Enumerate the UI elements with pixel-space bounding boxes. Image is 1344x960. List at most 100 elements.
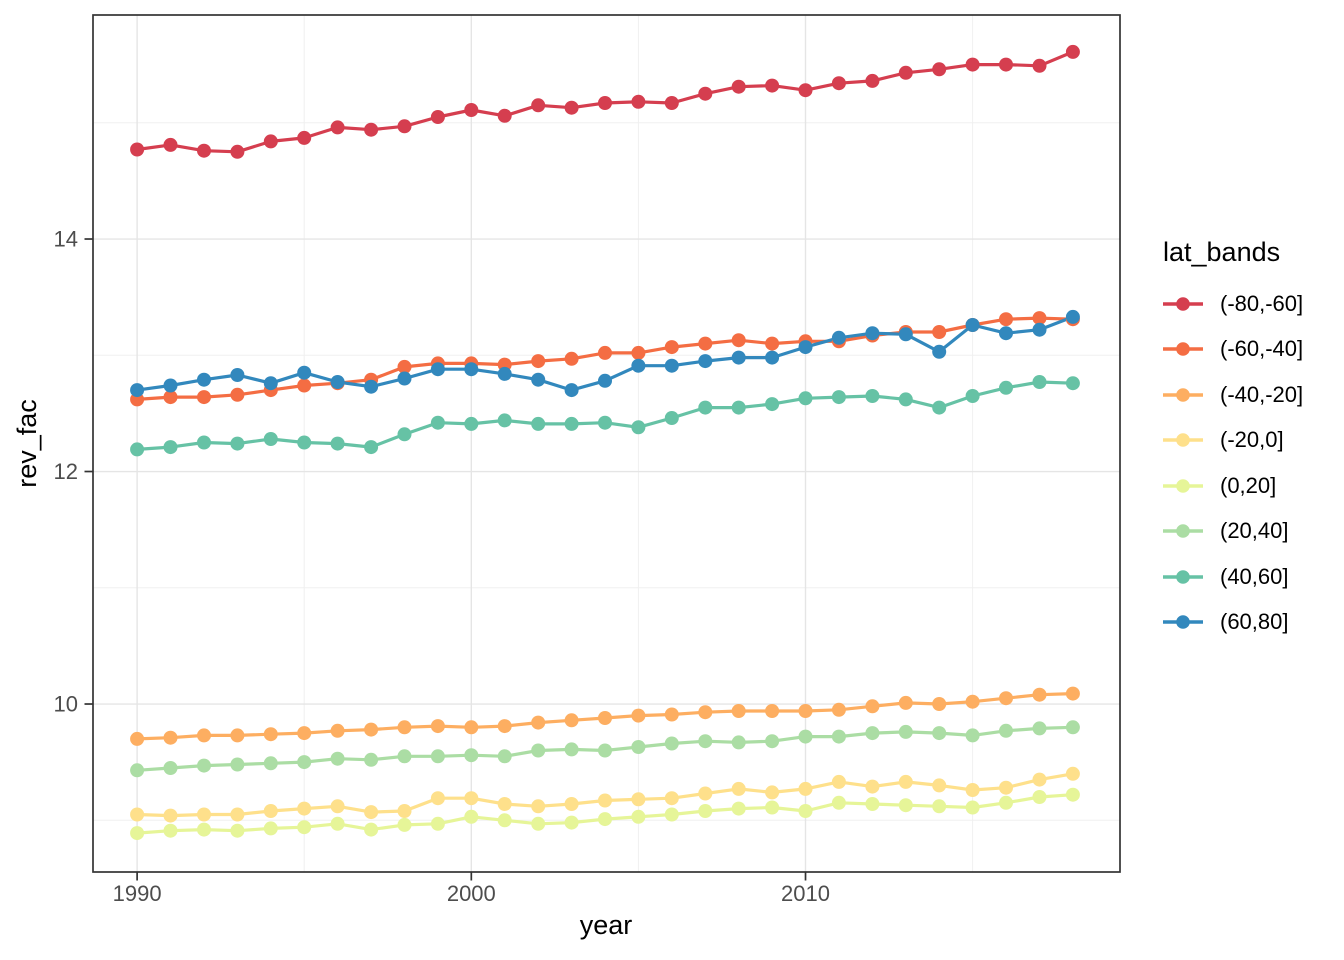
data-point-(60,80]: [731, 350, 746, 365]
data-point-(40,60]: [731, 400, 746, 415]
data-point-(0,20]: [497, 813, 512, 828]
data-point-(-20,0]: [1065, 766, 1080, 781]
data-point-(0,20]: [932, 799, 947, 814]
legend-item-label: (20,40]: [1220, 518, 1289, 544]
data-point-(0,20]: [531, 816, 546, 831]
data-point-(60,80]: [598, 373, 612, 388]
legend-item-label: (0,20]: [1220, 472, 1277, 498]
panel-background: [93, 15, 1120, 872]
data-point-(60,80]: [130, 383, 145, 398]
data-point-(-20,0]: [263, 804, 278, 818]
data-point-(40,60]: [865, 389, 880, 403]
data-point-(40,60]: [163, 440, 178, 455]
data-point-(0,20]: [798, 804, 813, 818]
data-point-(-80,-60]: [598, 96, 612, 110]
data-point-(-80,-60]: [230, 144, 245, 159]
data-point-(60,80]: [564, 383, 579, 398]
data-point-(-60,-40]: [297, 378, 312, 393]
data-point-(40,60]: [464, 416, 479, 431]
data-point-(60,80]: [932, 344, 947, 359]
data-point-(40,60]: [664, 411, 679, 425]
data-point-(-40,-20]: [932, 697, 947, 711]
data-point-(20,40]: [497, 749, 512, 764]
data-point-(40,60]: [999, 380, 1013, 395]
data-point-(20,40]: [130, 763, 145, 778]
legend-title: lat_bands: [1163, 237, 1281, 267]
data-point-(-20,0]: [1032, 772, 1047, 787]
data-point-(-80,-60]: [865, 73, 880, 88]
data-point-(-60,-40]: [698, 336, 713, 351]
data-point-(40,60]: [230, 436, 245, 451]
legend-item: (60,80]: [1163, 600, 1303, 646]
data-point-(60,80]: [631, 358, 646, 373]
legend-key-point: [1176, 569, 1190, 584]
data-point-(-20,0]: [631, 792, 646, 807]
data-point-(-40,-20]: [1065, 686, 1080, 701]
data-point-(-20,0]: [698, 786, 713, 801]
data-point-(-80,-60]: [564, 100, 579, 115]
data-point-(40,60]: [898, 392, 913, 407]
data-point-(60,80]: [965, 318, 980, 332]
y-tick-label: 10: [54, 692, 78, 717]
legend-key-point: [1176, 524, 1190, 539]
data-point-(-20,0]: [965, 783, 980, 797]
legend-item: (-20,0]: [1163, 418, 1303, 464]
data-point-(-20,0]: [464, 791, 479, 806]
data-point-(20,40]: [197, 758, 211, 773]
data-point-(-20,0]: [197, 807, 211, 822]
data-point-(20,40]: [564, 742, 579, 757]
data-point-(40,60]: [631, 420, 646, 435]
data-point-(40,60]: [564, 416, 579, 431]
data-point-(40,60]: [965, 389, 980, 403]
data-point-(-80,-60]: [999, 57, 1013, 72]
legend-item: (-80,-60]: [1163, 281, 1303, 327]
data-point-(-60,-40]: [731, 333, 746, 348]
data-point-(60,80]: [364, 379, 379, 394]
data-point-(40,60]: [531, 416, 546, 431]
legend-item-label: (60,80]: [1220, 609, 1289, 635]
data-point-(40,60]: [364, 440, 379, 455]
data-point-(-20,0]: [531, 799, 546, 814]
data-point-(20,40]: [932, 726, 947, 741]
data-point-(-40,-20]: [564, 713, 579, 728]
data-point-(0,20]: [898, 798, 913, 813]
data-point-(-20,0]: [731, 781, 746, 796]
data-point-(0,20]: [1032, 790, 1047, 804]
data-point-(0,20]: [330, 816, 345, 831]
data-point-(-80,-60]: [497, 108, 512, 123]
data-point-(-80,-60]: [397, 119, 412, 134]
data-point-(60,80]: [330, 375, 345, 389]
data-point-(20,40]: [798, 729, 813, 744]
data-point-(-40,-20]: [598, 711, 612, 725]
data-point-(-40,-20]: [798, 704, 813, 718]
data-point-(60,80]: [1032, 322, 1047, 337]
data-point-(-40,-20]: [698, 705, 713, 720]
legend-item: (-60,-40]: [1163, 327, 1303, 373]
data-point-(-40,-20]: [130, 731, 145, 746]
data-point-(0,20]: [831, 795, 846, 810]
data-point-(60,80]: [263, 376, 278, 391]
legend-item: (0,20]: [1163, 463, 1303, 509]
data-point-(-20,0]: [364, 805, 379, 820]
data-point-(20,40]: [698, 734, 713, 749]
data-point-(60,80]: [698, 354, 713, 369]
data-point-(-20,0]: [898, 774, 913, 789]
data-point-(-20,0]: [130, 807, 145, 822]
data-point-(-60,-40]: [531, 354, 546, 369]
data-point-(-20,0]: [798, 781, 813, 796]
data-point-(-40,-20]: [631, 708, 646, 723]
data-point-(-20,0]: [831, 774, 846, 789]
data-point-(-20,0]: [765, 785, 780, 800]
data-point-(-40,-20]: [1032, 687, 1047, 702]
data-point-(-40,-20]: [898, 695, 913, 710]
data-point-(-60,-40]: [664, 340, 679, 355]
data-point-(-60,-40]: [197, 390, 211, 405]
data-point-(-20,0]: [430, 791, 445, 806]
data-point-(-20,0]: [297, 801, 312, 816]
data-point-(60,80]: [898, 327, 913, 342]
legend: lat_bands (-80,-60] (-60,-40] (-40,-20] (-2…: [1163, 237, 1303, 645]
data-point-(0,20]: [965, 800, 980, 815]
data-point-(-80,-60]: [263, 134, 278, 149]
data-point-(0,20]: [464, 809, 479, 824]
